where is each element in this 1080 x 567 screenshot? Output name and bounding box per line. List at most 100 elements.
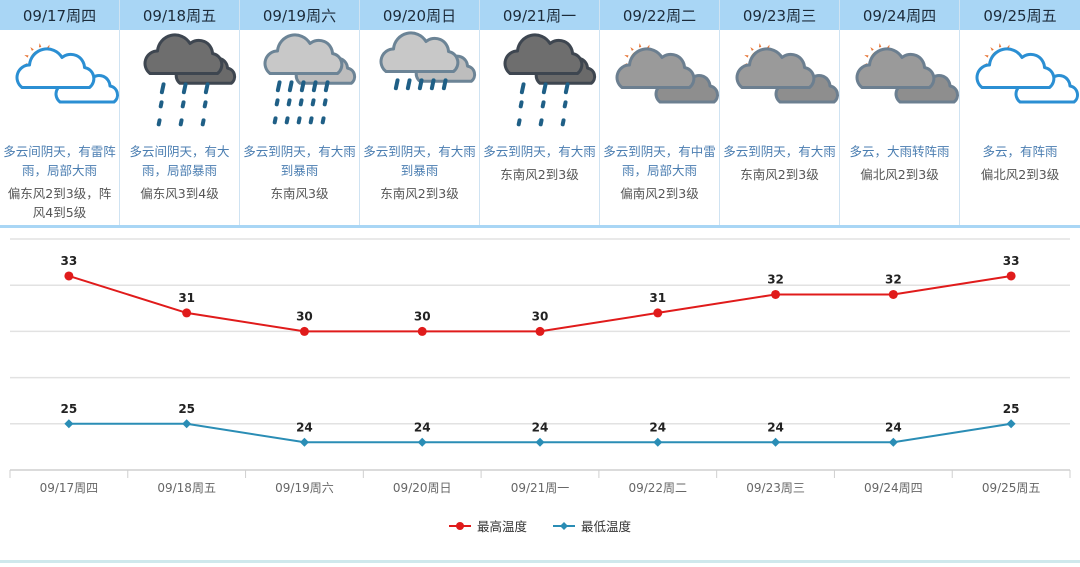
forecast-day: 09/25周五 多云，有阵雨 偏北风2到3级: [960, 0, 1080, 225]
legend-low-label: 最低温度: [581, 519, 632, 534]
weather-description: 多云到阴天，有中雷雨，局部大雨: [603, 144, 716, 178]
weather-description: 多云到阴天，有大雨到暴雨: [243, 144, 356, 178]
forecast-day: 09/21周一 多云到阴天，有大雨 东南风2到3级: [480, 0, 600, 225]
forecast-day: 09/22周二 多云到阴天，有中雷雨，局部大雨 偏南风2到3级: [600, 0, 720, 225]
forecast-date: 09/17周四: [0, 0, 119, 30]
wind-description: 东南风2到3级: [500, 167, 579, 182]
data-label: 24: [885, 420, 902, 434]
wind-description: 东南风2到3级: [380, 186, 459, 201]
forecast-day: 09/20周日 多云到阴天，有大雨到暴雨 东南风2到3级: [360, 0, 480, 225]
data-point: [535, 437, 545, 447]
data-label: 25: [61, 402, 78, 416]
weather-description: 多云到阴天，有大雨: [723, 144, 836, 159]
bottom-divider: [0, 560, 1080, 563]
data-label: 32: [885, 272, 902, 286]
data-label: 33: [1003, 254, 1020, 268]
forecast-day: 09/17周四 多云间阴天，有雷阵雨，局部大雨 偏东风2到3级，阵风4到5级: [0, 0, 120, 225]
wind-description: 偏北风2到3级: [860, 167, 939, 182]
heavy-rain-icon: [120, 30, 239, 142]
forecast-day: 09/18周五 多云间阴天，有大雨，局部暴雨 偏东风3到4级: [120, 0, 240, 225]
forecast-date: 09/25周五: [960, 0, 1080, 30]
data-point: [299, 326, 309, 336]
data-point: [1006, 419, 1016, 429]
data-label: 30: [532, 309, 549, 323]
high-series-marker-icon: [448, 521, 471, 530]
forecast-day: 09/19周六 多云到阴天，有大雨到暴雨 东南风3级: [240, 0, 360, 225]
forecast-strip: 09/17周四 多云间阴天，有雷阵雨，局部大雨 偏东风2到3级，阵风4到5级 0…: [0, 0, 1080, 228]
weather-description: 多云间阴天，有雷阵雨，局部大雨: [3, 144, 116, 178]
wind-description: 东南风3级: [270, 186, 329, 201]
data-point: [653, 308, 663, 318]
data-point: [182, 419, 192, 429]
data-point: [182, 308, 192, 318]
weather-description: 多云到阴天，有大雨到暴雨: [363, 144, 476, 178]
data-label: 33: [61, 254, 78, 268]
x-tick-label: 09/18周五: [157, 481, 216, 495]
data-label: 30: [296, 309, 313, 323]
wind-description: 偏南风2到3级: [620, 186, 699, 201]
legend-high-label: 最高温度: [476, 519, 527, 534]
forecast-date: 09/23周三: [720, 0, 839, 30]
wind-description: 偏东风2到3级，阵风4到5级: [7, 186, 112, 220]
data-label: 24: [414, 420, 431, 434]
forecast-day: 09/24周四 多云，大雨转阵雨 偏北风2到3级: [840, 0, 960, 225]
low-series-marker-icon: [553, 521, 575, 530]
x-tick-label: 09/24周四: [864, 481, 923, 495]
data-label: 24: [532, 420, 549, 434]
data-label: 24: [296, 420, 313, 434]
temperature-chart: 09/17周四 09/18周五 09/19周六 09/20周日 09/21周一 09/22…: [0, 228, 1080, 563]
wind-description: 东南风2到3级: [740, 167, 819, 182]
data-point: [653, 437, 663, 447]
data-label: 24: [649, 420, 666, 434]
weather-description: 多云到阴天，有大雨: [483, 144, 596, 159]
data-label: 31: [178, 291, 195, 305]
chart-legend: 最高温度 最低温度: [0, 516, 1080, 535]
data-point: [888, 289, 898, 299]
forecast-date: 09/22周二: [600, 0, 719, 30]
x-tick-label: 09/21周一: [511, 481, 570, 495]
data-point: [771, 289, 781, 299]
data-label: 25: [178, 402, 195, 416]
data-label: 32: [767, 272, 784, 286]
weather-description: 多云，有阵雨: [982, 144, 1058, 159]
data-point: [64, 271, 74, 281]
weather-description: 多云间阴天，有大雨，局部暴雨: [129, 144, 230, 178]
rainstorm-icon: [240, 30, 359, 142]
data-point: [417, 326, 427, 336]
data-point: [64, 419, 74, 429]
legend-item-high[interactable]: 最高温度: [448, 516, 527, 535]
x-tick-label: 09/19周六: [275, 481, 334, 495]
data-point: [299, 437, 309, 447]
weather-description: 多云，大雨转阵雨: [849, 144, 950, 159]
data-point: [888, 437, 898, 447]
data-point: [535, 326, 545, 336]
x-tick-label: 09/17周四: [40, 481, 99, 495]
forecast-date: 09/20周日: [360, 0, 479, 30]
data-label: 24: [767, 420, 784, 434]
moderate-rain-icon: [360, 30, 479, 142]
cloudy-sun-icon: [720, 30, 839, 142]
forecast-date: 09/24周四: [840, 0, 959, 30]
data-point: [1006, 271, 1016, 281]
data-point: [417, 437, 427, 447]
data-point: [771, 437, 781, 447]
partly-cloudy-icon: [0, 30, 119, 142]
data-label: 30: [414, 309, 431, 323]
data-label: 31: [649, 291, 666, 305]
legend-item-low[interactable]: 最低温度: [553, 516, 631, 535]
heavy-rain-icon: [480, 30, 599, 142]
cloudy-sun-icon: [840, 30, 959, 142]
partly-cloudy-icon: [960, 30, 1080, 142]
forecast-date: 09/18周五: [120, 0, 239, 30]
x-tick-label: 09/22周二: [628, 481, 687, 495]
wind-description: 偏东风3到4级: [140, 186, 219, 201]
forecast-day: 09/23周三 多云到阴天，有大雨 东南风2到3级: [720, 0, 840, 225]
forecast-date: 09/19周六: [240, 0, 359, 30]
wind-description: 偏北风2到3级: [980, 167, 1060, 182]
x-tick-label: 09/20周日: [393, 481, 452, 495]
cloudy-sun-icon: [600, 30, 719, 142]
data-label: 25: [1003, 402, 1020, 416]
x-tick-label: 09/25周五: [982, 481, 1041, 495]
forecast-date: 09/21周一: [480, 0, 599, 30]
x-tick-label: 09/23周三: [746, 481, 805, 495]
